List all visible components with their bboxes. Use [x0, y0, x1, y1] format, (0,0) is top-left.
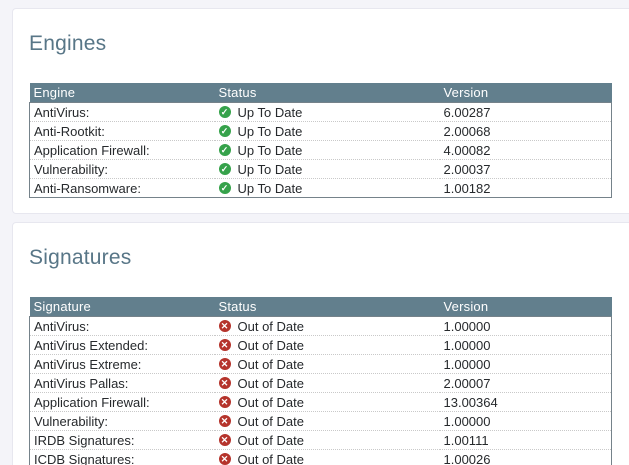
status-text: Up To Date [237, 142, 303, 158]
status-text: Out of Date [237, 394, 304, 410]
x-circle-icon: ✕ [218, 415, 231, 427]
row-status: ✕ Out of Date [214, 373, 440, 393]
column-header-status: Status [214, 297, 440, 317]
status-text: Up To Date [237, 180, 303, 196]
table-row: AntiVirus Pallas: ✕ Out of Date 2.00007 [29, 373, 612, 393]
engines-panel-title: Engines [29, 32, 107, 55]
status-text: Out of Date [237, 356, 304, 372]
column-header-version: Version [439, 297, 612, 317]
row-name: ICDB Signatures: [34, 451, 135, 465]
table-row: ICDB Signatures: ✕ Out of Date 1.00026 [30, 450, 612, 465]
row-name: AntiVirus: [29, 316, 215, 336]
check-circle-icon: ✓ [218, 163, 231, 175]
signatures-table-header: Signature Status Version [29, 297, 612, 317]
row-version: 6.00287 [439, 102, 612, 122]
check-circle-icon: ✓ [218, 144, 231, 156]
row-name: AntiVirus: [29, 102, 215, 122]
table-row: Application Firewall: ✕ Out of Date 13.0036… [29, 392, 612, 412]
engines-panel: Engines Engine Status Version AntiVirus:… [12, 8, 629, 214]
row-version: 1.00182 [443, 180, 491, 196]
table-row: Anti-Rootkit: ✓ Up To Date 2.00068 [29, 121, 612, 141]
row-status: ✕ Out of Date [215, 450, 440, 465]
status-text: Out of Date [237, 318, 304, 334]
column-header-engine: Engine [29, 83, 215, 103]
column-header-version: Version [439, 83, 612, 103]
table-row: AntiVirus Extended: ✕ Out of Date 1.00000 [29, 335, 612, 355]
row-version: 2.00037 [439, 159, 612, 179]
row-status: ✕ Out of Date [214, 316, 440, 336]
engines-table-body: AntiVirus: ✓ Up To Date 6.00287 Anti-Rootkit… [29, 102, 612, 198]
row-version: 4.00082 [439, 140, 612, 160]
row-name: AntiVirus Pallas: [29, 373, 215, 393]
column-header-status: Status [214, 83, 440, 103]
signatures-panel-title: Signatures [29, 246, 132, 269]
row-status: ✓ Up To Date [214, 159, 440, 179]
row-name: Vulnerability: [29, 159, 215, 179]
status-text: Out of Date [237, 413, 304, 429]
table-row: AntiVirus Extreme: ✕ Out of Date 1.00000 [29, 354, 612, 374]
row-version: 13.00364 [439, 392, 612, 412]
engines-table-header: Engine Status Version [29, 83, 612, 103]
row-name: AntiVirus Extended: [29, 335, 215, 355]
x-circle-icon: ✕ [218, 377, 231, 389]
row-name: AntiVirus Extreme: [29, 354, 215, 374]
status-text: Out of Date [237, 375, 304, 391]
row-version: 1.00026 [443, 451, 491, 465]
row-status: ✕ Out of Date [214, 392, 440, 412]
row-status: ✕ Out of Date [214, 430, 440, 450]
row-version: 1.00000 [439, 335, 612, 355]
x-circle-icon: ✕ [218, 339, 231, 351]
table-row: Anti-Ransomware: ✓ Up To Date 1.00182 [30, 179, 612, 198]
row-version: 1.00111 [439, 430, 612, 450]
row-status: ✕ Out of Date [214, 335, 440, 355]
status-text: Up To Date [237, 104, 303, 120]
signatures-table: Signature Status Version AntiVirus: ✕ Out … [29, 297, 612, 465]
row-name: Vulnerability: [29, 411, 215, 431]
check-circle-icon: ✓ [218, 106, 231, 118]
x-circle-icon: ✕ [218, 358, 231, 370]
x-circle-icon: ✕ [218, 434, 231, 446]
row-status: ✓ Up To Date [214, 121, 440, 141]
x-circle-icon: ✕ [218, 320, 231, 332]
row-status: ✓ Up To Date [214, 102, 440, 122]
row-name: Anti-Ransomware: [34, 180, 141, 196]
row-version: 1.00000 [439, 411, 612, 431]
table-row: Vulnerability: ✓ Up To Date 2.00037 [29, 159, 612, 179]
status-text: Up To Date [237, 161, 303, 177]
row-version: 1.00000 [439, 316, 612, 336]
table-row: IRDB Signatures: ✕ Out of Date 1.00111 [29, 430, 612, 450]
signatures-panel: Signatures Signature Status Version Anti… [12, 222, 629, 465]
engines-table: Engine Status Version AntiVirus: ✓ Up To D… [29, 83, 612, 198]
status-text: Out of Date [237, 337, 304, 353]
row-version: 2.00007 [439, 373, 612, 393]
column-header-signature: Signature [29, 297, 215, 317]
row-name: Anti-Rootkit: [29, 121, 215, 141]
status-text: Up To Date [237, 123, 303, 139]
row-status: ✓ Up To Date [215, 179, 440, 198]
signatures-table-body: AntiVirus: ✕ Out of Date 1.00000 AntiVirus E… [29, 316, 612, 465]
table-row: Vulnerability: ✕ Out of Date 1.00000 [29, 411, 612, 431]
row-name: IRDB Signatures: [29, 430, 215, 450]
row-version: 2.00068 [439, 121, 612, 141]
row-status: ✕ Out of Date [214, 354, 440, 374]
row-status: ✕ Out of Date [214, 411, 440, 431]
status-text: Out of Date [237, 451, 304, 465]
row-name: Application Firewall: [29, 140, 215, 160]
table-row: AntiVirus: ✕ Out of Date 1.00000 [29, 316, 612, 336]
table-row: Application Firewall: ✓ Up To Date 4.00082 [29, 140, 612, 160]
row-name: Application Firewall: [29, 392, 215, 412]
row-status: ✓ Up To Date [214, 140, 440, 160]
row-version: 1.00000 [439, 354, 612, 374]
check-circle-icon: ✓ [218, 125, 231, 137]
check-circle-icon: ✓ [218, 182, 231, 194]
x-circle-icon: ✕ [218, 453, 231, 465]
table-row: AntiVirus: ✓ Up To Date 6.00287 [29, 102, 612, 122]
x-circle-icon: ✕ [218, 396, 231, 408]
status-text: Out of Date [237, 432, 304, 448]
